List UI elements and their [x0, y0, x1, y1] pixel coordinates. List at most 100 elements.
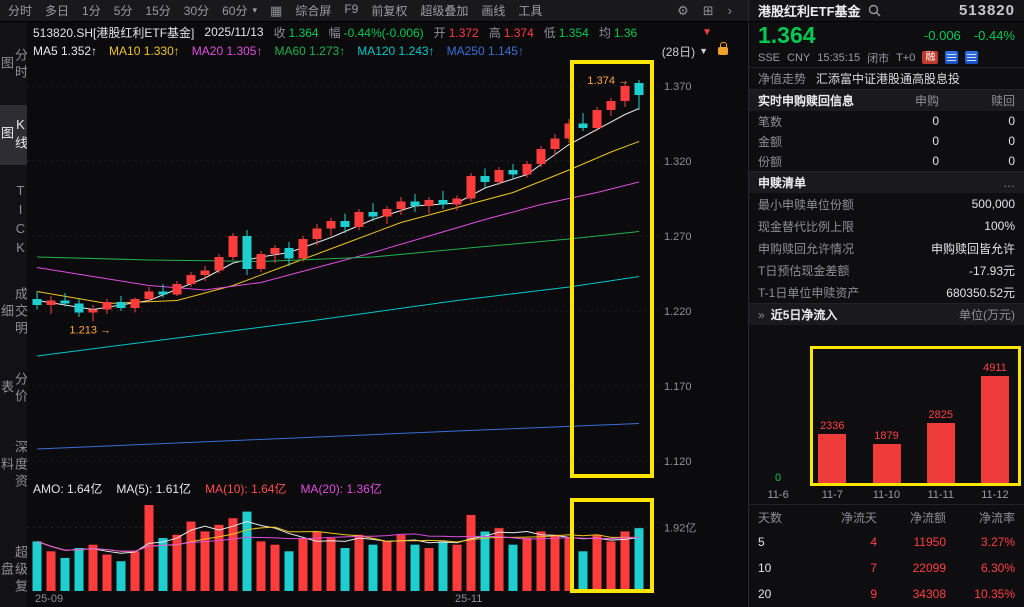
gear-icon[interactable]: ⚙	[677, 2, 689, 18]
sub-row-redeem-value: 0	[1008, 114, 1015, 128]
volume-bar	[550, 534, 560, 591]
volume-bar	[116, 561, 126, 591]
search-icon[interactable]	[868, 4, 881, 17]
x-axis-label-25-09: 25-09	[35, 593, 64, 605]
quote-field-label: 收	[273, 25, 286, 40]
quote-field-value: 1.36	[613, 25, 638, 40]
redemption-row: 最小申赎单位份额 500,000	[749, 193, 1024, 215]
toolbar-period-15分[interactable]: 15分	[145, 4, 171, 18]
sidebar-item-分价表[interactable]: 分价表	[0, 371, 28, 406]
badge-icon-2[interactable]	[965, 51, 979, 64]
volume-bar	[382, 541, 392, 591]
volume-bar	[312, 531, 322, 591]
inflow-value-label: 2336	[820, 420, 845, 432]
toolbar-period-60分[interactable]: 60分	[222, 4, 248, 18]
period-selector-caret-icon[interactable]: ▼	[699, 46, 708, 56]
candle-body	[172, 284, 182, 295]
toolbar-period-1分[interactable]: 1分	[82, 4, 101, 18]
toolbar-menu-画线[interactable]: 画线	[481, 4, 506, 18]
period-dropdown-caret-icon[interactable]: ▾	[252, 5, 258, 15]
quote-field-低: 低 1.354	[544, 24, 589, 41]
chevron-right-icon[interactable]: ›	[727, 3, 732, 18]
candle-body	[606, 101, 616, 110]
redemption-value: 100%	[984, 219, 1015, 233]
x-axis-labels: 25-09 25-11	[27, 593, 748, 607]
nav-trend-row[interactable]: 净值走势 汇添富中证港股通高股息投	[749, 67, 1024, 89]
volume-bar	[256, 541, 266, 591]
volume-bar	[396, 534, 406, 591]
candle-body	[228, 236, 238, 257]
exchange-label: SSE	[758, 51, 781, 64]
sidebar-item-分时图[interactable]: 分时图	[0, 47, 28, 82]
toolbar-period-5分[interactable]: 5分	[113, 4, 133, 18]
candle-body	[340, 221, 350, 227]
volume-bar	[452, 544, 462, 591]
sidebar-item-成交明细[interactable]: 成交明细	[0, 287, 28, 339]
candle-body	[130, 299, 140, 308]
quote-field-value: 1.372	[448, 25, 479, 40]
inflow-bar	[818, 434, 847, 486]
candlestick-chart[interactable]: 1.370 1.320 1.270 1.220 1.170 1.120 1.374 → 1.2…	[27, 60, 748, 478]
badge-icon-1[interactable]	[945, 51, 959, 64]
volume-bar	[172, 534, 182, 591]
candle-body	[256, 254, 266, 269]
volume-bar	[228, 518, 238, 591]
toolbar-period-分时[interactable]: 分时	[8, 4, 33, 18]
volume-bar	[144, 505, 154, 591]
ma-label-undefined: MA20 1.305↑	[191, 44, 263, 58]
sidebar-item-深度资料[interactable]: 深度资料	[0, 439, 28, 491]
sub-row-redeem-value: 0	[1008, 154, 1015, 168]
sidebar-item-超级复盘[interactable]: 超级复盘	[0, 545, 28, 597]
candle-body	[46, 300, 56, 305]
amount-indicator-bar: AMO: 1.64亿 MA(5): 1.61亿 MA(10): 1.64亿 MA(20…	[27, 478, 748, 498]
toolbar-menu-F9[interactable]: F9	[344, 2, 359, 16]
collapse-icon[interactable]: »	[758, 307, 765, 322]
toolbar-period-多日[interactable]: 多日	[45, 4, 70, 18]
fund-full-name: 汇添富中证港股通高股息投	[816, 72, 961, 86]
candle-body	[298, 239, 308, 259]
quote-collapse-icon[interactable]: ▼	[702, 26, 712, 38]
toolbar-menu-工具[interactable]: 工具	[518, 4, 543, 18]
volume-bar	[32, 541, 42, 591]
grid-layout-icon[interactable]: ⊞	[702, 2, 714, 18]
flow-table-cell: 7	[870, 561, 877, 575]
flow-table-header-净流率: 净流率	[978, 510, 1015, 525]
stock-header: 港股红利ETF基金 513820	[748, 0, 1024, 21]
net-inflow-bar-chart[interactable]: 0 11-6 2336 11-7 1879 11-10 2825 11-11 4911 11-12	[749, 325, 1024, 504]
trade-mode: T+0	[896, 51, 916, 64]
subscription-table: 笔数 0 0 金额 0 0 份额 0 0	[749, 111, 1024, 171]
quote-bar: 513820.SH[港股红利ETF基金] 2025/11/13 收 1.364 幅 -0.…	[27, 22, 748, 42]
lock-icon[interactable]	[718, 42, 728, 55]
volume-bar	[158, 538, 168, 591]
highlight-box-kline	[570, 60, 654, 478]
volume-chart[interactable]: 1.92亿	[27, 498, 748, 593]
candle-body	[452, 198, 462, 205]
period-selector[interactable]: (28日)	[661, 44, 696, 59]
volume-bar	[214, 524, 224, 591]
sidebar-item-K线图[interactable]: K线图	[0, 104, 28, 165]
currency-label: CNY	[787, 51, 811, 64]
redemption-label: T日预估现金差额	[758, 263, 850, 278]
volume-bar	[466, 514, 476, 591]
sidebar-item-TICK[interactable]: TICK	[13, 182, 28, 259]
toolbar-menu-前复权[interactable]: 前复权	[371, 4, 408, 18]
sub-row-subscribe-value: 0	[932, 134, 939, 148]
inflow-bar-group-11-7: 2336 11-7	[805, 325, 859, 504]
quote-field-label: 低	[543, 25, 556, 40]
margin-tag[interactable]: 融	[922, 51, 939, 64]
volume-bar	[424, 548, 434, 591]
candle-body	[242, 236, 252, 269]
candle-body	[410, 201, 420, 206]
toolbar-period-30分[interactable]: 30分	[183, 4, 210, 18]
volume-ma-20	[36, 533, 640, 552]
toolbar-menu-超级叠加[interactable]: 超级叠加	[420, 4, 469, 18]
candle-body	[396, 201, 406, 209]
candle-body	[382, 209, 392, 217]
toolbar-menu-综合屏[interactable]: 综合屏	[295, 4, 332, 18]
last-price: 1.364	[758, 22, 816, 48]
layout-icon[interactable]: ▦	[270, 2, 283, 18]
inflow-value-label: 2825	[928, 409, 953, 421]
candle-body	[634, 83, 644, 95]
more-icon[interactable]: …	[1003, 175, 1015, 190]
